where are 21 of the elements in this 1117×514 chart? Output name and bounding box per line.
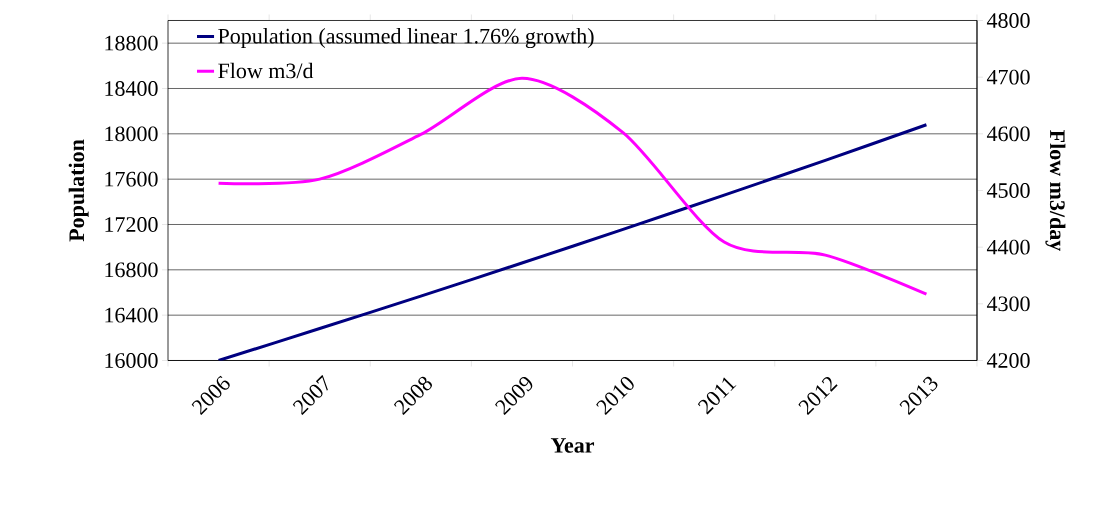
y2-axis-title: Flow m3/day [1045,130,1066,252]
line-series [217,123,928,361]
y2-tick-label: 4300 [986,296,1030,312]
y-tick-label: 18000 [105,126,158,142]
y-tick-label: 18800 [105,35,158,51]
legend-label: Population (assumed linear 1.76% growth) [218,28,594,49]
legend-label: Flow m3/d [218,62,314,79]
y2-tick-label: 4500 [986,183,1030,198]
y2-tick-label: 4700 [986,69,1030,85]
y-tick-label: 17200 [105,217,158,232]
y2-tick-label: 4800 [986,13,1030,28]
y-tick-label: 17600 [105,171,158,187]
y2-tick-label: 4200 [986,353,1030,368]
y-tick-label: 16800 [105,262,158,278]
y-tick-label: 16000 [105,353,158,368]
y-tick-label: 18400 [105,81,158,96]
x-axis-title: Year [550,438,595,453]
y-axis-title: Population [68,139,89,242]
y2-tick-label: 4600 [986,126,1030,142]
y2-tick-label: 4400 [986,239,1030,255]
y-tick-label: 16400 [105,307,158,323]
